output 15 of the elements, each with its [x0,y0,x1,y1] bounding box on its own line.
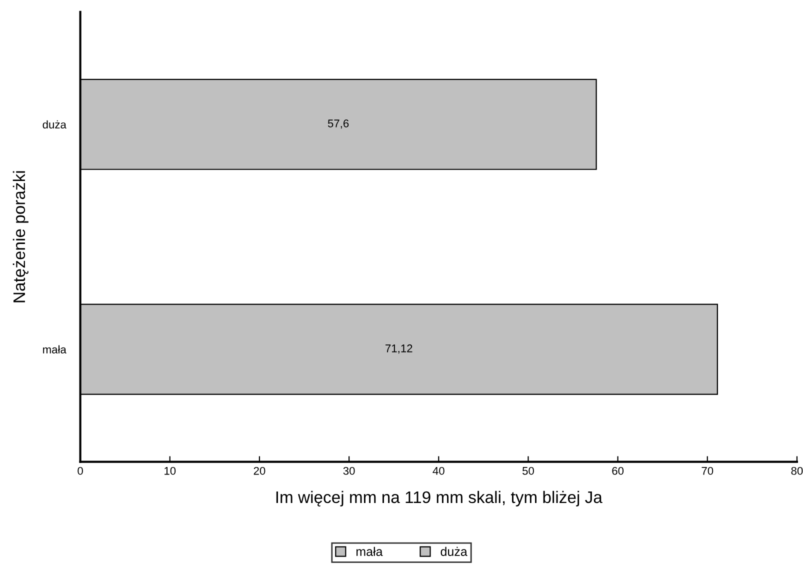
x-tick-label: 10 [164,466,176,475]
y-axis-title: Natężenie porażki [12,171,28,302]
x-tick-label: 30 [343,466,355,475]
x-tick-label: 60 [612,466,624,475]
data-label: 71,12 [386,344,412,354]
x-tick-label: 40 [432,466,444,475]
x-tick-label: 70 [702,466,714,475]
x-axis-title: Im więcej mm na 119 mm skali, tym bliżej Ja [276,490,602,506]
x-tick-label: 50 [522,466,534,475]
legend-label: mała [356,546,383,556]
data-label: 57,6 [328,120,349,129]
x-tick-label: 80 [791,466,803,475]
x-tick-label: 20 [254,466,266,475]
legend-label: duża [440,546,468,556]
x-tick-label: 0 [78,466,83,475]
